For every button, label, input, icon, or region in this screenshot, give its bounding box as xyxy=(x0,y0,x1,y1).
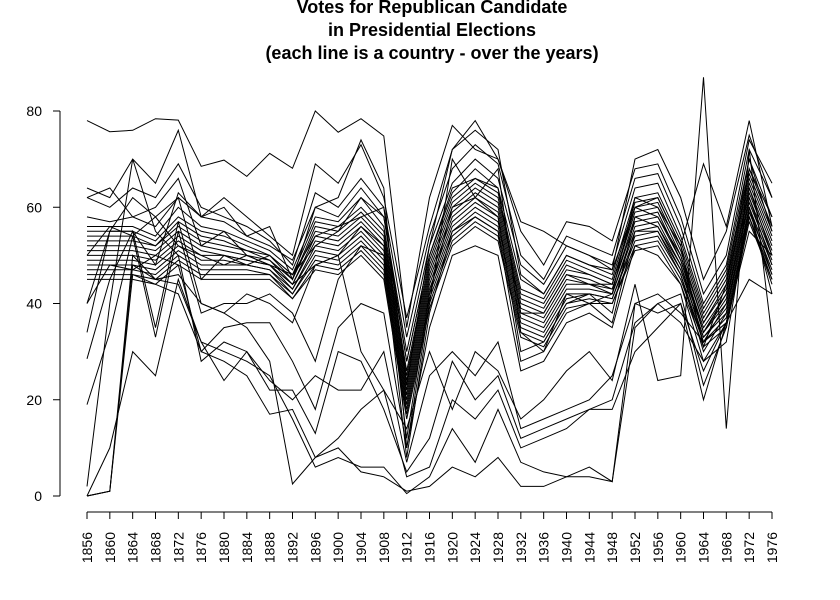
series-line-27 xyxy=(86,77,773,430)
chart-title: Votes for Republican Candidate in Preside… xyxy=(265,0,598,63)
x-tick-label: 1884 xyxy=(239,532,255,563)
x-tick-label: 1876 xyxy=(193,532,209,563)
x-tick-label: 1904 xyxy=(353,532,369,563)
x-tick-label: 1860 xyxy=(102,532,118,563)
y-tick-label: 20 xyxy=(26,392,42,408)
x-tick-label: 1944 xyxy=(581,532,597,563)
series-line-26 xyxy=(86,273,773,497)
series-line-14 xyxy=(87,210,773,410)
x-tick-label: 1892 xyxy=(285,532,301,563)
x-tick-label: 1880 xyxy=(216,532,232,563)
x-tick-label: 1864 xyxy=(125,532,141,563)
x-tick-label: 1856 xyxy=(79,532,95,563)
y-tick-label: 0 xyxy=(34,488,42,504)
x-tick-label: 1940 xyxy=(559,532,575,563)
series-line-22 xyxy=(86,158,773,487)
x-tick-label: 1972 xyxy=(741,532,757,563)
x-tick-label: 1952 xyxy=(627,532,643,563)
series-line-3 xyxy=(86,144,773,338)
x-tick-label: 1924 xyxy=(467,532,483,563)
x-tick-label: 1908 xyxy=(376,532,392,563)
x-tick-label: 1888 xyxy=(262,532,278,563)
series-line-17 xyxy=(86,167,773,362)
x-axis: 1856 1860 1864 1868 1872 1876 1880 1884 1888 1892… xyxy=(79,511,780,563)
x-tick-label: 1936 xyxy=(536,532,552,563)
series-line-25 xyxy=(86,207,773,497)
x-tick-label: 1976 xyxy=(764,532,780,563)
title-line-2: in Presidential Elections xyxy=(328,20,536,40)
x-tick-label: 1932 xyxy=(513,532,529,563)
x-tick-label: 1956 xyxy=(650,532,666,563)
series-line-20 xyxy=(86,195,773,458)
title-line-3: (each line is a country - over the years… xyxy=(265,43,598,63)
series-line-7 xyxy=(87,176,773,376)
y-axis: 0 20 40 60 80 xyxy=(26,103,61,504)
y-tick-label: 40 xyxy=(26,296,42,312)
series-line-21 xyxy=(86,215,773,448)
x-tick-label: 1964 xyxy=(696,532,712,563)
x-tick-label: 1868 xyxy=(148,532,164,563)
x-tick-label: 1968 xyxy=(718,532,734,563)
series-line-24 xyxy=(86,215,773,497)
x-tick-label: 1920 xyxy=(444,532,460,563)
x-tick-label: 1912 xyxy=(399,532,415,563)
series-line-18 xyxy=(86,138,773,448)
x-tick-label: 1900 xyxy=(330,532,346,563)
title-line-1: Votes for Republican Candidate xyxy=(297,0,568,17)
y-tick-label: 80 xyxy=(26,103,42,119)
series-line-28 xyxy=(86,120,773,386)
y-tick-label: 60 xyxy=(26,199,42,215)
series-line-1 xyxy=(86,110,773,328)
series-lines xyxy=(86,77,773,497)
x-tick-label: 1896 xyxy=(307,532,323,563)
x-tick-label: 1948 xyxy=(604,532,620,563)
x-tick-label: 1872 xyxy=(170,532,186,563)
x-tick-label: 1916 xyxy=(422,532,438,563)
x-tick-label: 1960 xyxy=(673,532,689,563)
x-tick-label: 1928 xyxy=(490,532,506,563)
